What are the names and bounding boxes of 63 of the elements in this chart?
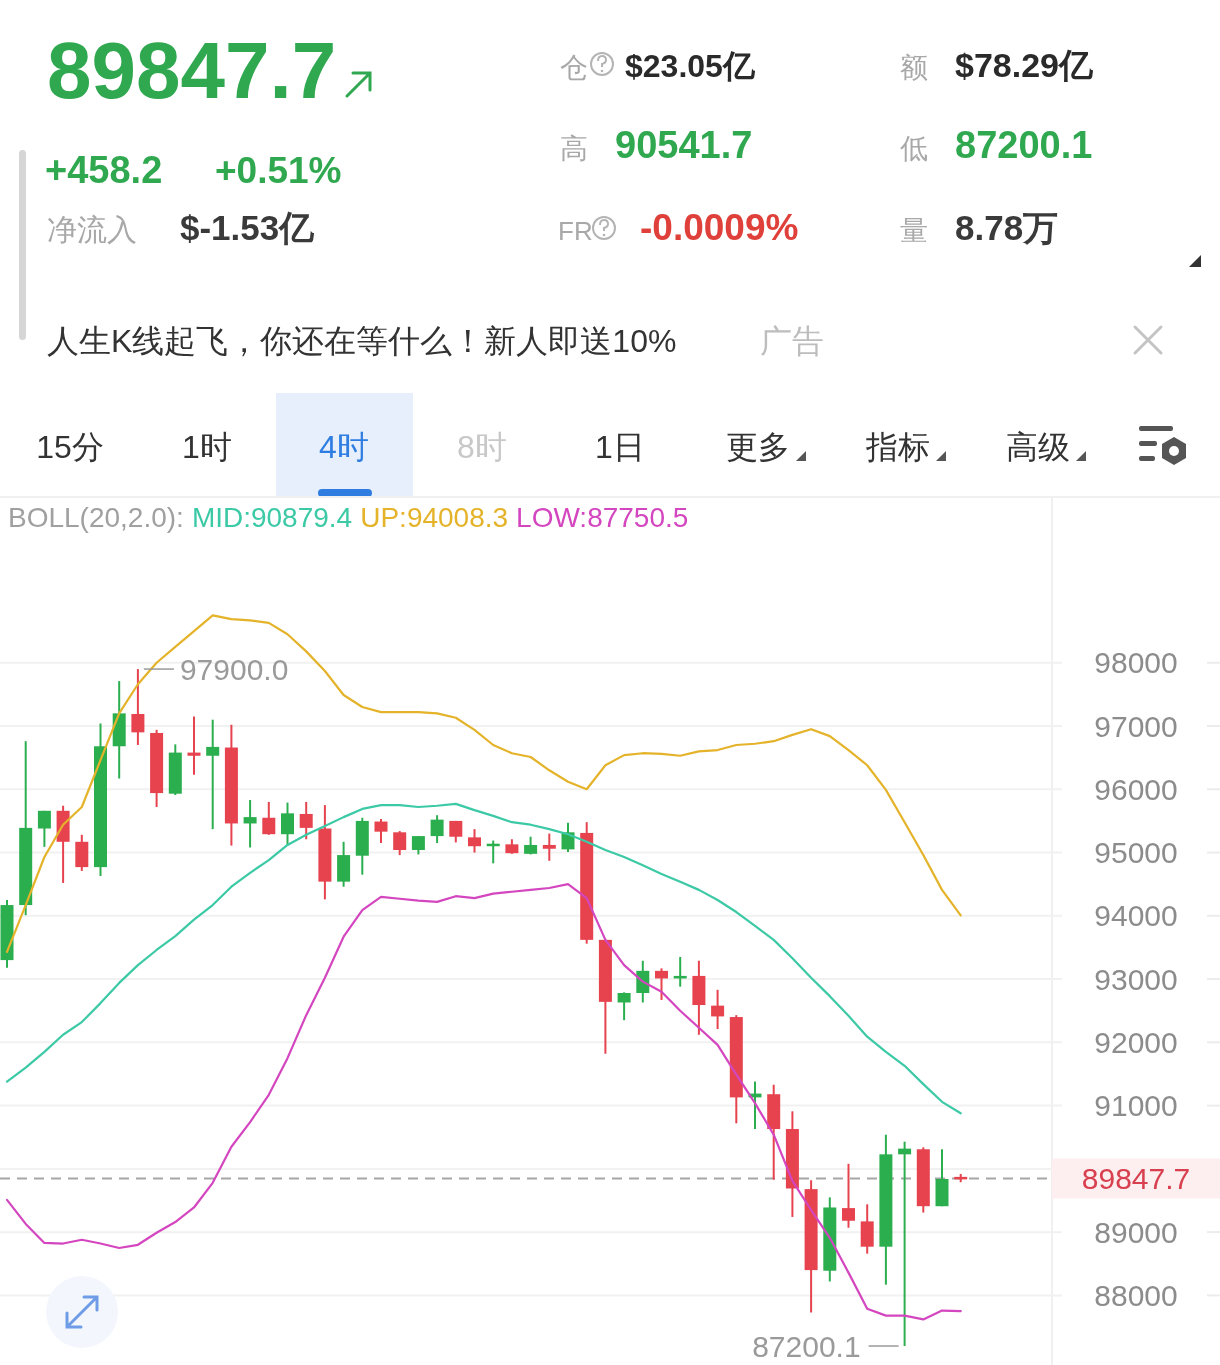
text: 额 — [900, 52, 928, 83]
candlestick — [299, 800, 313, 841]
text: $23.05亿 — [625, 48, 756, 84]
text: 仓 — [560, 52, 588, 83]
y-tick-label: 93000 — [1094, 962, 1178, 996]
candlestick — [711, 988, 725, 1031]
extreme-label: 97900.0 — [143, 652, 289, 686]
extreme-label: 87200.1 — [752, 1329, 900, 1363]
candlestick — [262, 800, 276, 836]
text: 指标 — [865, 429, 930, 465]
annotation: 97900.0 — [179, 652, 289, 686]
candlestick — [411, 835, 425, 856]
text: 高级 — [1006, 429, 1070, 465]
candlestick — [37, 809, 51, 848]
y-tick-label: 97000 — [1094, 709, 1178, 743]
text: 1时 — [182, 429, 232, 465]
y-tick-label: 89000 — [1094, 1215, 1178, 1249]
ref-line-label: 89847.7 — [1081, 1162, 1191, 1196]
y-tick-label: 91000 — [1094, 1089, 1178, 1123]
legend: BOLL(20,2.0): MID:90879.4 UP:94008.3 LOW:87750.5 — [8, 502, 689, 533]
line-series — [5, 802, 962, 1115]
candlestick — [281, 801, 294, 847]
candlestick — [187, 715, 201, 776]
text: 4时 — [319, 429, 369, 465]
text: 8.78万 — [955, 208, 1059, 247]
candlestick — [542, 832, 556, 862]
text: 87200.1 — [955, 124, 1093, 166]
candlestick — [617, 991, 631, 1022]
candlestick — [655, 967, 668, 1001]
text: $-1.53亿 — [180, 208, 316, 247]
text: 广告 — [760, 323, 824, 359]
candlestick — [374, 818, 388, 845]
text: 90541.7 — [615, 124, 753, 166]
candlestick — [243, 799, 257, 849]
text: 人生K线起飞，你还在等什么！新人即送10% — [47, 323, 677, 359]
candlestick — [131, 668, 145, 746]
y-tick-label: 96000 — [1094, 772, 1178, 806]
text: 1日 — [595, 429, 645, 465]
text: 量 — [900, 215, 928, 246]
text: 更多 — [726, 429, 790, 465]
text: FR — [558, 216, 593, 246]
candlestick — [430, 814, 444, 845]
candlestick — [468, 828, 481, 854]
text: 低 — [900, 133, 928, 164]
y-tick-label: 88000 — [1094, 1278, 1178, 1312]
text: 89847.7 — [47, 26, 337, 115]
line-series — [5, 614, 962, 953]
candlestick — [206, 718, 220, 831]
text: $78.29亿 — [955, 46, 1094, 84]
y-tick-label: 95000 — [1094, 836, 1178, 870]
candlestick — [393, 830, 407, 857]
line-series — [5, 883, 962, 1321]
candlestick — [842, 1162, 855, 1229]
annotation: 87200.1 — [752, 1329, 861, 1363]
y-tick-label: 94000 — [1094, 899, 1178, 933]
text: +0.51% — [215, 150, 342, 191]
text: 高 — [560, 133, 588, 164]
y-tick-label: 98000 — [1094, 646, 1178, 680]
y-tick-label: 92000 — [1094, 1025, 1178, 1059]
text: -0.0009% — [640, 207, 799, 248]
text: 15分 — [36, 429, 104, 465]
text: +458.2 — [45, 149, 163, 191]
text: 净流入 — [47, 213, 137, 246]
